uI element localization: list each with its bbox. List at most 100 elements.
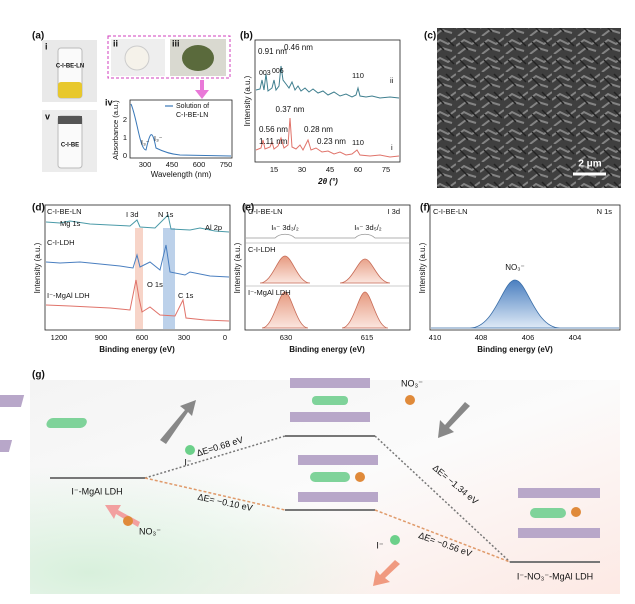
annotation: 1.11 nm: [259, 137, 288, 146]
spectrum: [246, 233, 409, 239]
y-tick-label: 0: [123, 151, 127, 160]
x-tick-label: 1200: [51, 333, 68, 342]
peak-label: I₃⁻: [154, 136, 163, 143]
panel-label: (g): [32, 370, 45, 381]
x-tick-label: 615: [361, 333, 374, 342]
tag: iv: [105, 97, 113, 107]
panel-label: (c): [424, 31, 436, 42]
spectrum: [45, 213, 230, 233]
x-tick-label: 60: [354, 165, 362, 174]
ion: [123, 516, 133, 526]
pattern-ii: [255, 65, 400, 99]
axes: [244, 204, 411, 331]
peak-label: C 1s: [178, 291, 194, 300]
axes: [254, 39, 401, 163]
sample-label: C-I-LDH: [47, 238, 75, 247]
x-tick-label: 750: [220, 160, 233, 169]
sem-image: [437, 28, 621, 188]
spectrum: [45, 244, 230, 278]
x-axis-label: Wavelength (nm): [151, 170, 212, 179]
sample-label: C-I-LDH: [248, 245, 276, 254]
highlight: [163, 228, 175, 329]
sample-label: I⁻-MgAl LDH: [47, 291, 90, 300]
annotation: 0.91 nm: [258, 47, 287, 56]
y-axis-label: Intensity (a.u.): [233, 242, 242, 293]
sample-label: C-I-BE-LN: [248, 207, 283, 216]
panel-label: (b): [240, 31, 253, 42]
powder: [124, 45, 150, 71]
ion: [405, 395, 415, 405]
peak-label: O 1s: [147, 280, 163, 289]
panel-label: (e): [242, 203, 254, 214]
legend-text: Solution of: [176, 103, 209, 110]
annotation: ii: [390, 76, 394, 85]
y-axis-label: Intensity (a.u.): [243, 75, 252, 126]
ion-label: NO₃⁻: [401, 378, 423, 388]
panel-title: I 3d: [387, 207, 400, 216]
annotation: 006: [272, 68, 284, 75]
tag: ii: [113, 38, 118, 48]
annotation: 003: [259, 70, 271, 77]
x-tick-label: 300: [139, 160, 152, 169]
dashed-box: [107, 35, 231, 79]
legend-text: C-I-BE-LN: [176, 112, 208, 119]
x-tick-label: 404: [569, 333, 582, 342]
tag: v: [45, 111, 50, 121]
panel-label: (d): [32, 203, 45, 214]
peak: [431, 279, 619, 329]
annotation: i: [391, 143, 393, 152]
spectrum: [130, 103, 232, 157]
sample-label: I⁻-MgAl LDH: [248, 288, 291, 297]
y-tick-label: 1: [123, 133, 127, 142]
pattern-i: [255, 117, 400, 158]
panel-title: N 1s: [597, 207, 613, 216]
y-tick-label: 2: [123, 115, 127, 124]
sample-label: C-I-BE-LN: [433, 207, 468, 216]
ion: [390, 535, 400, 545]
vial-label: C-I-BE-LN: [56, 64, 84, 70]
arrow: [195, 80, 209, 99]
peak-label: Iₙ⁻ 3d₃/₂: [271, 223, 299, 232]
panel-label: (f): [420, 203, 430, 214]
energy-profile: [50, 435, 600, 563]
ion-label: I⁻: [376, 540, 384, 550]
peak-label: N 1s: [158, 210, 174, 219]
peak-label: Mg 1s: [60, 219, 81, 228]
sem-shade: [437, 28, 621, 188]
x-tick-label: 30: [298, 165, 306, 174]
annotation: 0.28 nm: [304, 125, 333, 134]
x-axis-label: Binding energy (eV): [99, 345, 175, 354]
structure: [0, 378, 600, 538]
annotation: 110: [352, 71, 364, 80]
peak: [259, 255, 391, 284]
ion: [185, 445, 195, 455]
peak-label: I 3d: [126, 210, 139, 219]
state-label: I⁻-NO₃⁻-MgAl LDH: [517, 571, 593, 581]
tag: i: [45, 41, 48, 51]
x-tick-label: 600: [193, 160, 206, 169]
peak-label: NO₃⁻: [505, 263, 524, 272]
x-tick-label: 45: [326, 165, 334, 174]
axes: [44, 204, 231, 331]
peak-label: Al 2p: [205, 223, 222, 232]
ion-label: I⁻: [184, 457, 192, 467]
x-tick-label: 410: [429, 333, 442, 342]
axes: [129, 99, 233, 159]
powder: [182, 45, 214, 71]
state-label: I⁻-MgAl LDH: [71, 486, 122, 496]
x-tick-label: 900: [95, 333, 108, 342]
scale-label: 2 μm: [578, 159, 601, 170]
x-tick-label: 15: [270, 165, 278, 174]
x-tick-label: 450: [166, 160, 179, 169]
annotation: 110: [352, 138, 364, 147]
sample-label: C-I-BE-LN: [47, 207, 82, 216]
spectrum: [45, 279, 230, 322]
ion-label: NO₃⁻: [139, 526, 161, 536]
cap: [58, 116, 82, 124]
x-axis-label: 2θ (°): [317, 177, 338, 186]
axes: [429, 204, 621, 331]
x-tick-label: 630: [280, 333, 293, 342]
y-axis-label: Intensity (a.u.): [33, 242, 42, 293]
x-axis-label: Binding energy (eV): [289, 345, 365, 354]
